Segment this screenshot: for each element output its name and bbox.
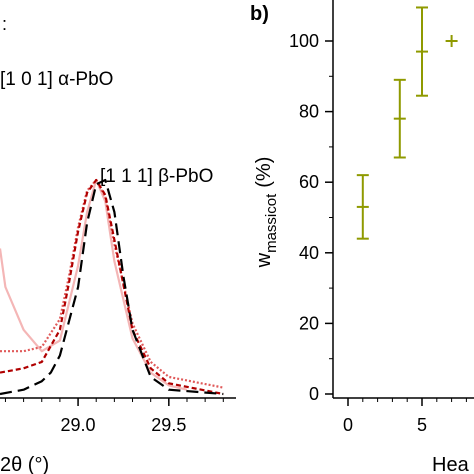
panel-b-y-tick-label-2: 40 <box>299 243 319 263</box>
panel-b-label: b) <box>250 3 269 25</box>
panel-b-y-tick-label-1: 20 <box>299 313 319 333</box>
panel-b-x-tick-label-0: 0 <box>343 415 353 435</box>
panel-b-y-axis-label-sub: massicot <box>263 193 280 253</box>
panel-b-y-ticks: 0 20 40 60 80 100 <box>289 31 333 404</box>
panel-b-y-tick-label-3: 60 <box>299 172 319 192</box>
panel-b-y-axis-label-main: w <box>253 252 275 268</box>
panel-a-x-ticks: 29.0 29.5 <box>4 398 224 435</box>
panel-b-y-tick-label-4: 80 <box>299 102 319 122</box>
panel-b-points <box>356 6 458 240</box>
panel-a-series-1 <box>0 178 224 389</box>
panel-a-series-2 <box>0 178 224 396</box>
panel-b-y-axis-label-unit: (%) <box>253 157 275 188</box>
panel-a: : [1 0 1] α-PbO [1 1 1] β-PbO 29.0 29.5 2… <box>0 14 236 474</box>
panel-b-x-tick-label-1: 5 <box>417 415 427 435</box>
panel-b-y-tick-label-5: 100 <box>289 31 319 51</box>
panel-b-point-1 <box>393 78 406 159</box>
panel-b-point-2 <box>416 6 428 97</box>
panel-a-x-tick-label-1: 29.5 <box>151 415 186 435</box>
panel-b-x-axis-label: Hea <box>432 454 470 474</box>
panel-a-cropped-colon: : <box>2 14 7 34</box>
panel-a-series-group <box>0 178 224 396</box>
panel-a-series-0 <box>0 178 188 391</box>
panel-a-annotation-alpha: [1 0 1] α-PbO <box>0 69 113 90</box>
panel-b-point-0 <box>356 174 369 240</box>
panel-a-x-tick-label-0: 29.0 <box>61 415 96 435</box>
panel-a-annotation-beta: [1 1 1] β-PbO <box>100 166 213 187</box>
panel-a-x-axis-label: 2θ (°) <box>0 454 49 474</box>
panel-b-y-axis-label: wmassicot (%) <box>253 157 280 269</box>
panel-b-y-tick-label-0: 0 <box>309 384 319 404</box>
panel-b-point-3 <box>445 35 458 47</box>
panel-a-series-3 <box>0 178 224 396</box>
